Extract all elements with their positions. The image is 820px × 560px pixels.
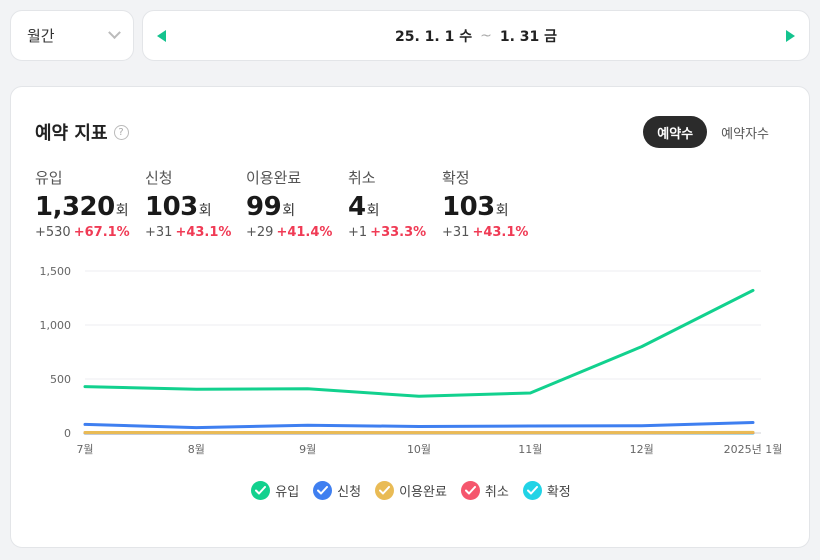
metric-change: +530 xyxy=(35,225,71,240)
metric-label: 이용완료 xyxy=(246,169,302,187)
metric-unit: 회 xyxy=(282,203,296,219)
metric-unit: 회 xyxy=(366,203,380,219)
metric-change-pct: +41.4% xyxy=(276,225,333,240)
card-title: 예약 지표 xyxy=(35,123,108,144)
x-tick-label: 8월 xyxy=(188,443,205,456)
prev-period-icon[interactable] xyxy=(157,30,166,42)
y-tick-label: 500 xyxy=(50,373,71,386)
legend-label: 이용완료 xyxy=(399,485,447,500)
metric-label: 신청 xyxy=(145,169,173,187)
metric-value: 1,320 xyxy=(35,192,115,222)
x-tick-label: 2025년 1월 xyxy=(724,443,783,456)
help-icon[interactable]: ? xyxy=(113,124,129,140)
card-header: 예약 지표 ? xyxy=(35,119,129,145)
series-line-유입 xyxy=(83,288,755,398)
chevron-down-icon xyxy=(108,26,121,40)
series-line-신청 xyxy=(83,421,755,430)
metric-label: 유입 xyxy=(35,169,63,187)
metric-label: 확정 xyxy=(442,169,470,187)
y-tick-label: 1,000 xyxy=(40,319,72,332)
metric-change: +1 xyxy=(348,225,368,240)
x-tick-label: 7월 xyxy=(76,443,93,456)
metric-change: +31 xyxy=(442,225,470,240)
legend-label: 유입 xyxy=(275,485,300,500)
check-icon xyxy=(460,481,480,500)
metric-confirmed: 확정 103 회 +31 +43.1% xyxy=(442,167,528,240)
x-tick-label: 10월 xyxy=(407,443,431,456)
legend-label: 확정 xyxy=(546,485,571,500)
y-tick-label: 1,500 xyxy=(40,265,72,278)
next-period-icon[interactable] xyxy=(786,30,795,42)
metric-value: 103 xyxy=(145,192,198,222)
chart-legend: 유입 신청 이용완료 취소 확정 xyxy=(11,481,811,500)
metric-toggle: 예약수 예약자수 xyxy=(643,116,783,148)
metric-value: 4 xyxy=(348,192,366,222)
metric-unit: 회 xyxy=(495,203,509,219)
period-select-value: 월간 xyxy=(27,27,55,45)
metric-completed: 이용완료 99 회 +29 +41.4% xyxy=(246,167,332,240)
metric-unit: 회 xyxy=(115,203,129,219)
x-tick-label: 11월 xyxy=(518,443,542,456)
line-chart: 0 500 1,000 1,500 7월 8월 9월 10월 11월 12월 2025년 1월 xyxy=(40,265,783,456)
reservation-metrics-card: 예약 지표 ? 예약수 예약자수 유입 1,320 회 +530 +67.1% 신청… xyxy=(10,86,810,548)
check-icon xyxy=(251,481,271,500)
date-range-end: 1. 31 금 xyxy=(499,28,557,45)
legend-item[interactable]: 유입 xyxy=(251,481,299,500)
legend-item[interactable]: 신청 xyxy=(313,481,361,500)
metric-change-pct: +67.1% xyxy=(73,225,130,240)
metric-change-pct: +43.1% xyxy=(472,225,529,240)
metric-inflow: 유입 1,320 회 +530 +67.1% xyxy=(35,167,130,240)
metric-request: 신청 103 회 +31 +43.1% xyxy=(145,167,231,240)
metric-change: +31 xyxy=(145,225,173,240)
toggle-reservation-count[interactable]: 예약수 xyxy=(643,116,708,148)
date-range-start: 25. 1. 1 수 xyxy=(394,28,473,45)
metric-change-pct: +43.1% xyxy=(175,225,232,240)
metric-value: 99 xyxy=(246,192,282,222)
date-range-navigator: 25. 1. 1 수 ~ 1. 31 금 xyxy=(142,10,810,61)
x-tick-label: 12월 xyxy=(630,443,654,456)
y-tick-label: 0 xyxy=(64,427,71,440)
legend-item[interactable]: 확정 xyxy=(522,481,571,500)
period-select[interactable]: 월간 xyxy=(10,10,134,61)
metric-change: +29 xyxy=(246,225,274,240)
check-icon xyxy=(375,481,395,500)
metric-label: 취소 xyxy=(348,169,376,187)
x-tick-label: 9월 xyxy=(299,443,316,456)
legend-item[interactable]: 취소 xyxy=(460,481,509,500)
date-range-separator: ~ xyxy=(480,27,492,44)
metric-unit: 회 xyxy=(198,203,212,219)
legend-item[interactable]: 이용완료 xyxy=(375,481,447,500)
legend-label: 신청 xyxy=(337,485,362,500)
legend-label: 취소 xyxy=(484,485,509,500)
metric-value: 103 xyxy=(442,192,495,222)
check-icon xyxy=(313,481,333,500)
toggle-reserver-count[interactable]: 예약자수 xyxy=(721,126,769,142)
metric-change-pct: +33.3% xyxy=(370,225,427,240)
check-icon xyxy=(522,481,542,500)
